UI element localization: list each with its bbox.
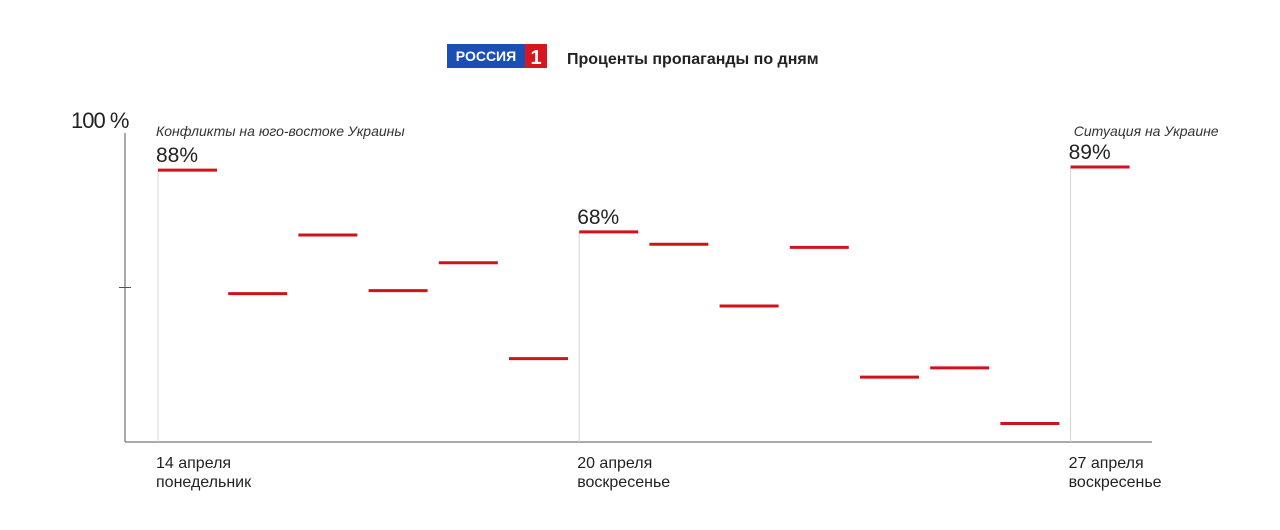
logo-text: РОССИЯ xyxy=(456,48,516,64)
annotations: Конфликты на юго-востоке Украины Ситуация… xyxy=(156,123,1219,139)
x-label-date-1: 20 апреля xyxy=(577,455,652,472)
chart-title: Проценты пропаганды по дням xyxy=(567,51,819,68)
guide-lines xyxy=(157,166,1072,442)
logo-red-box xyxy=(525,44,547,68)
channel-logo: РОССИЯ 1 xyxy=(447,44,547,69)
data-label-1: 68% xyxy=(577,206,619,229)
data-label-0: 88% xyxy=(156,144,198,167)
annotation-0: Конфликты на юго-востоке Украины xyxy=(156,123,405,139)
y-axis-max-label: 100 % xyxy=(71,108,129,133)
x-label-date-2: 27 апреля xyxy=(1069,455,1144,472)
x-label-day-1: воскресенье xyxy=(577,474,670,491)
data-marks xyxy=(158,165,1130,425)
x-label-day-2: воскресенье xyxy=(1069,474,1162,491)
data-labels: 88% 68% 89% xyxy=(156,141,1111,229)
x-axis-labels: 14 апреля понедельник 20 апреля воскресенье… xyxy=(156,455,1162,491)
x-label-date-0: 14 апреля xyxy=(156,455,231,472)
x-label-day-0: понедельник xyxy=(156,474,252,491)
annotation-1: Ситуация на Украине xyxy=(1074,123,1219,139)
logo-number: 1 xyxy=(530,47,541,69)
data-label-2: 89% xyxy=(1069,141,1111,164)
logo-blue-box xyxy=(447,44,525,68)
